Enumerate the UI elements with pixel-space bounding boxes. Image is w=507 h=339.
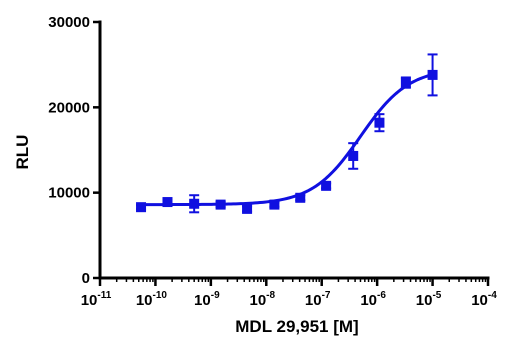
x-tick-label: 10-10 <box>136 290 168 309</box>
x-tick-label: 10-5 <box>416 290 442 309</box>
axes-layer <box>98 20 490 280</box>
y-tick-label: 20000 <box>48 99 90 116</box>
fit-curve-line <box>141 73 433 207</box>
x-tick-exponent: -9 <box>211 290 220 301</box>
data-point-square <box>162 197 173 208</box>
x-tick-label: 10-11 <box>81 290 112 309</box>
data-point-square <box>348 150 359 161</box>
x-tick-base: 10 <box>360 292 377 309</box>
data-point-square <box>136 202 147 213</box>
data-point-square <box>400 77 411 88</box>
fit-curve-layer <box>141 73 433 207</box>
x-tick-label: 10-7 <box>305 290 331 309</box>
y-tick-label: 10000 <box>48 185 90 202</box>
data-point-square <box>269 199 280 210</box>
data-point-square <box>374 117 385 128</box>
y-tick-label: 0 <box>82 270 90 287</box>
x-tick-exponent: -6 <box>377 290 386 301</box>
x-tick-base: 10 <box>471 292 488 309</box>
data-point-square <box>295 192 306 203</box>
x-tick-exponent: -10 <box>153 290 168 301</box>
x-tick-base: 10 <box>416 292 433 309</box>
x-tick-exponent: -4 <box>488 290 497 301</box>
x-tick-exponent: -5 <box>432 290 441 301</box>
x-tick-exponent: -11 <box>97 290 111 301</box>
x-tick-base: 10 <box>136 292 153 309</box>
x-tick-base: 10 <box>81 292 98 309</box>
x-tick-base: 10 <box>194 292 211 309</box>
data-point-square <box>242 203 253 214</box>
x-tick-base: 10 <box>305 292 322 309</box>
x-tick-label: 10-8 <box>249 290 275 309</box>
x-tick-label: 10-6 <box>360 290 386 309</box>
x-tick-exponent: -8 <box>266 290 275 301</box>
data-point-square <box>215 199 226 210</box>
data-point-square <box>321 180 332 191</box>
x-tick-label: 10-9 <box>194 290 220 309</box>
y-axis-title: RLU <box>13 135 32 170</box>
x-tick-base: 10 <box>249 292 266 309</box>
data-point-square <box>189 198 200 209</box>
data-point-square <box>427 69 438 80</box>
x-axis-title: MDL 29,951 [M] <box>235 317 358 336</box>
x-tick-label: 10-4 <box>471 290 497 309</box>
data-points-layer <box>136 53 438 214</box>
x-tick-exponent: -7 <box>322 290 331 301</box>
y-tick-label: 30000 <box>48 14 90 31</box>
